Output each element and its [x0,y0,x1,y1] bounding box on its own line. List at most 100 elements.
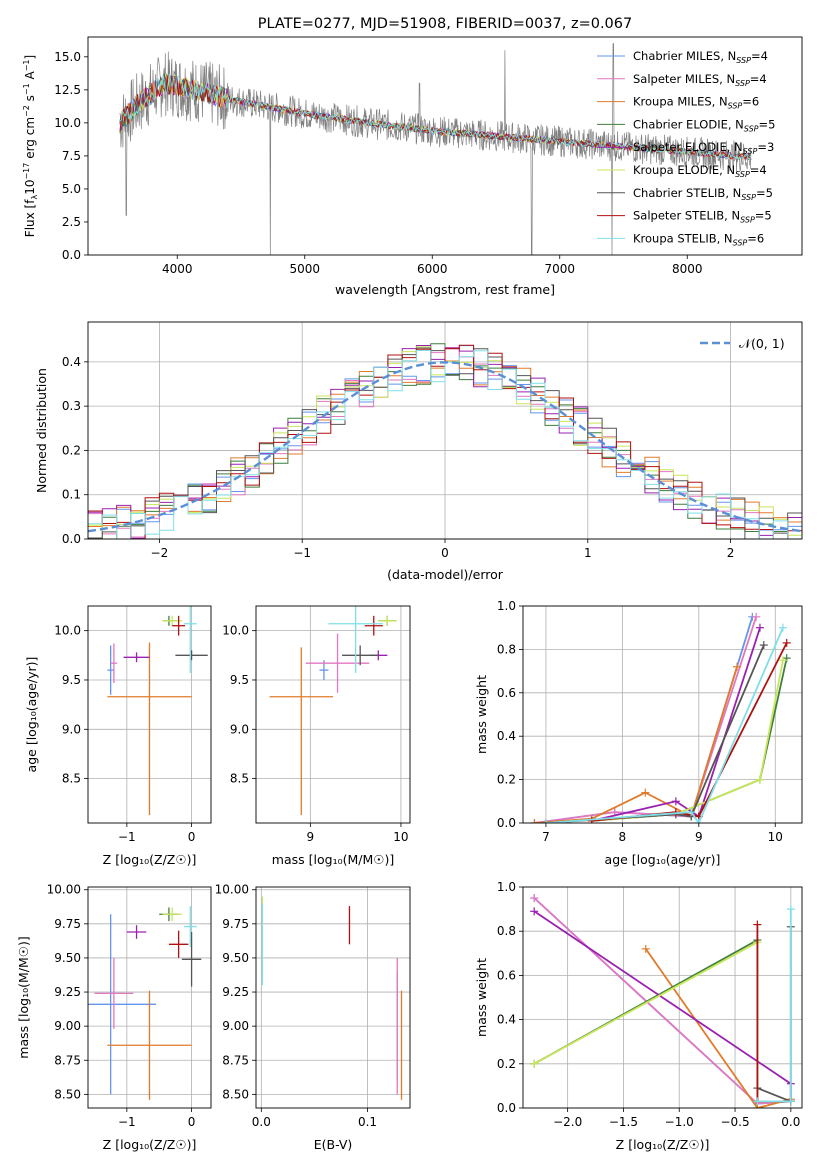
axes-frame [87,605,212,824]
x-tick-label: 2 [727,546,735,560]
y-tick-label: 9.25 [222,985,249,999]
axes-frame [522,605,803,824]
x-tick-label: 0.1 [358,1115,377,1129]
x-tick-label: 5000 [289,262,320,276]
y-tick-label: 0.2 [497,1057,516,1071]
x-tick-label: 8 [619,830,627,844]
series-line-salpeter_elodie [533,910,792,1102]
y-tick-label: 10.0 [222,624,249,638]
model-spectrum-chabrier_stelib [119,73,752,160]
y-tick-label: 0.8 [497,642,516,656]
legend-label: Salpeter MILES, NSSP=4 [633,72,767,88]
y-tick-label: 7.5 [62,149,81,163]
x-axis-label: Z [log₁₀(Z/Z☉)] [103,1137,197,1152]
y-tick-label: 0.0 [497,816,516,830]
series-line-chabrier_elodie [533,938,791,1103]
y-tick-label: 10.00 [215,883,249,897]
x-tick-label: 9 [307,830,315,844]
y-axis-label: mass weight [474,958,489,1037]
x-tick-label: −2 [151,546,169,560]
series-line-chabrier_miles [533,897,791,1105]
y-tick-label: 9.25 [54,985,81,999]
y-tick-label: 0.4 [497,1013,516,1027]
series-line-salpeter_stelib [591,642,788,822]
x-axis-label: mass [log₁₀(M/M☉)] [272,852,394,867]
legend-label: Chabrier MILES, NSSP=4 [633,49,768,65]
y-tick-label: 10.0 [54,116,81,130]
histogram-salpeter_stelib [88,344,802,539]
series-line-kroupa_stelib [545,627,784,823]
x-tick-label: 0 [188,1115,196,1129]
chart-title: PLATE=0277, MJD=51908, FIBERID=0037, z=0… [258,16,632,32]
y-tick-label: 0.0 [62,532,81,546]
y-tick-label: 1.0 [497,880,516,894]
y-tick-label: 9.50 [54,951,81,965]
x-tick-label: −1 [118,830,136,844]
y-axis-label: Flux [fλ10−17 erg cm−2 s−1 A−1] [22,55,39,237]
normal-distribution-curve [88,361,802,533]
series-line-kroupa_elodie [533,940,791,1103]
y-tick-label: 8.5 [62,772,81,786]
x-tick-label: −1 [118,1115,136,1129]
axes-frame [255,886,411,1109]
x-axis-label: Z [log₁₀(Z/Z☉)] [103,852,197,867]
legend-label: Chabrier STELIB, NSSP=5 [633,186,773,202]
y-tick-label: 0.2 [62,443,81,457]
y-tick-label: 5.0 [62,182,81,196]
x-tick-label: 7 [542,830,550,844]
axes-frame [522,886,803,1109]
series-line-kroupa_elodie [591,660,784,822]
y-tick-label: 0.4 [497,729,516,743]
x-tick-label: −1.5 [609,1115,638,1129]
legend-label: Salpeter STELIB, NSSP=5 [633,209,772,225]
y-tick-label: 8.5 [230,772,249,786]
y-tick-label: 0.0 [497,1101,516,1115]
y-tick-label: 9.0 [62,722,81,736]
series-line-chabrier_stelib [545,644,765,823]
legend-label: 𝒩(0, 1) [739,336,785,351]
y-tick-label: 0.4 [62,355,81,369]
axes-3: −1 0 8.5 9.0 9.5 10.0 Z [log₁₀(Z/Z☉)] age [log₁… [24,605,212,867]
plot-area [107,606,208,816]
legend-label: Kroupa STELIB, NSSP=6 [633,231,764,247]
y-tick-label: 9.50 [222,951,249,965]
plot-area [88,906,202,1100]
plot-area [261,896,403,1100]
axes-frame [87,886,212,1109]
x-tick-label: 1 [584,546,592,560]
histogram-salpeter_miles [88,347,802,539]
y-tick-label: 0.1 [62,488,81,502]
x-tick-label: −1 [293,546,311,560]
y-tick-label: 9.00 [222,1019,249,1033]
y-tick-label: 0.6 [497,968,516,982]
y-tick-label: 8.75 [54,1053,81,1067]
x-tick-label: 10 [393,830,408,844]
x-tick-label: 9 [695,830,703,844]
y-tick-label: 1.0 [497,599,516,613]
plot-area [530,612,791,823]
y-tick-label: 9.5 [62,673,81,687]
histogram-kroupa_stelib [88,350,802,539]
y-tick-label: 9.00 [54,1019,81,1033]
y-tick-label: 9.5 [230,673,249,687]
legend-label: Chabrier ELODIE, NSSP=5 [633,117,775,133]
y-tick-label: 0.8 [497,924,516,938]
plot-area [88,343,802,539]
y-tick-label: 0.2 [497,773,516,787]
series-line-salpeter_miles [533,897,791,1105]
x-tick-label: 0.0 [252,1115,271,1129]
y-tick-label: 9.75 [54,917,81,931]
legend-label: Salpeter ELODIE, NSSP=3 [633,140,774,156]
axes-frame [87,321,803,540]
axes-7: 0.0 0.1 8.50 8.75 9.00 9.25 9.50 9.75 10.00 E(B-V… [215,883,411,1152]
x-tick-label: 4000 [162,262,193,276]
y-tick-label: 8.75 [222,1053,249,1067]
axes-1: 4000 5000 6000 7000 8000 0.0 2.5 5.0 7.5 10.0 12.5… [22,16,803,297]
x-tick-label: 7000 [544,262,575,276]
axes-frame [87,36,803,256]
series-line-salpeter_elodie [591,627,761,822]
model-spectrum-kroupa_stelib [119,73,752,161]
x-axis-label: Z [log₁₀(Z/Z☉)] [616,1137,710,1152]
series-line-chabrier_elodie [591,657,788,822]
